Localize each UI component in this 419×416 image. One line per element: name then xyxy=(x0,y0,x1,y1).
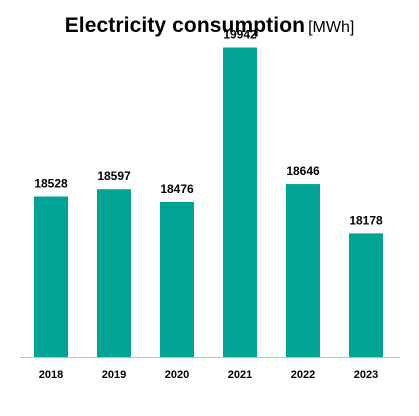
x-tick-label-2022: 2022 xyxy=(291,369,315,381)
chart-unit-label: [MWh] xyxy=(308,19,355,36)
data-label-2019: 18597 xyxy=(97,169,131,183)
x-tick-label-2020: 2020 xyxy=(165,369,189,381)
bar-2020 xyxy=(160,201,194,357)
data-label-2022: 18646 xyxy=(286,164,320,178)
chart-title-text: Electricity consumption xyxy=(64,14,306,37)
data-label-2021: 19942 xyxy=(223,28,257,42)
x-tick-label-2018: 2018 xyxy=(39,369,63,381)
bar-2021 xyxy=(223,47,257,358)
data-label-2018: 18528 xyxy=(34,177,68,191)
chart-title: Electricity consumption [MWh] xyxy=(0,14,419,38)
bar-2019 xyxy=(97,189,131,357)
bar-2022 xyxy=(286,184,320,357)
x-tick-label-2019: 2019 xyxy=(102,369,126,381)
bar-2023 xyxy=(349,233,383,357)
data-label-2020: 18476 xyxy=(160,182,194,196)
x-tick-label-2023: 2023 xyxy=(354,369,378,381)
data-label-2023: 18178 xyxy=(349,213,383,227)
bar-2018 xyxy=(34,196,68,357)
x-tick-label-2021: 2021 xyxy=(228,369,252,381)
